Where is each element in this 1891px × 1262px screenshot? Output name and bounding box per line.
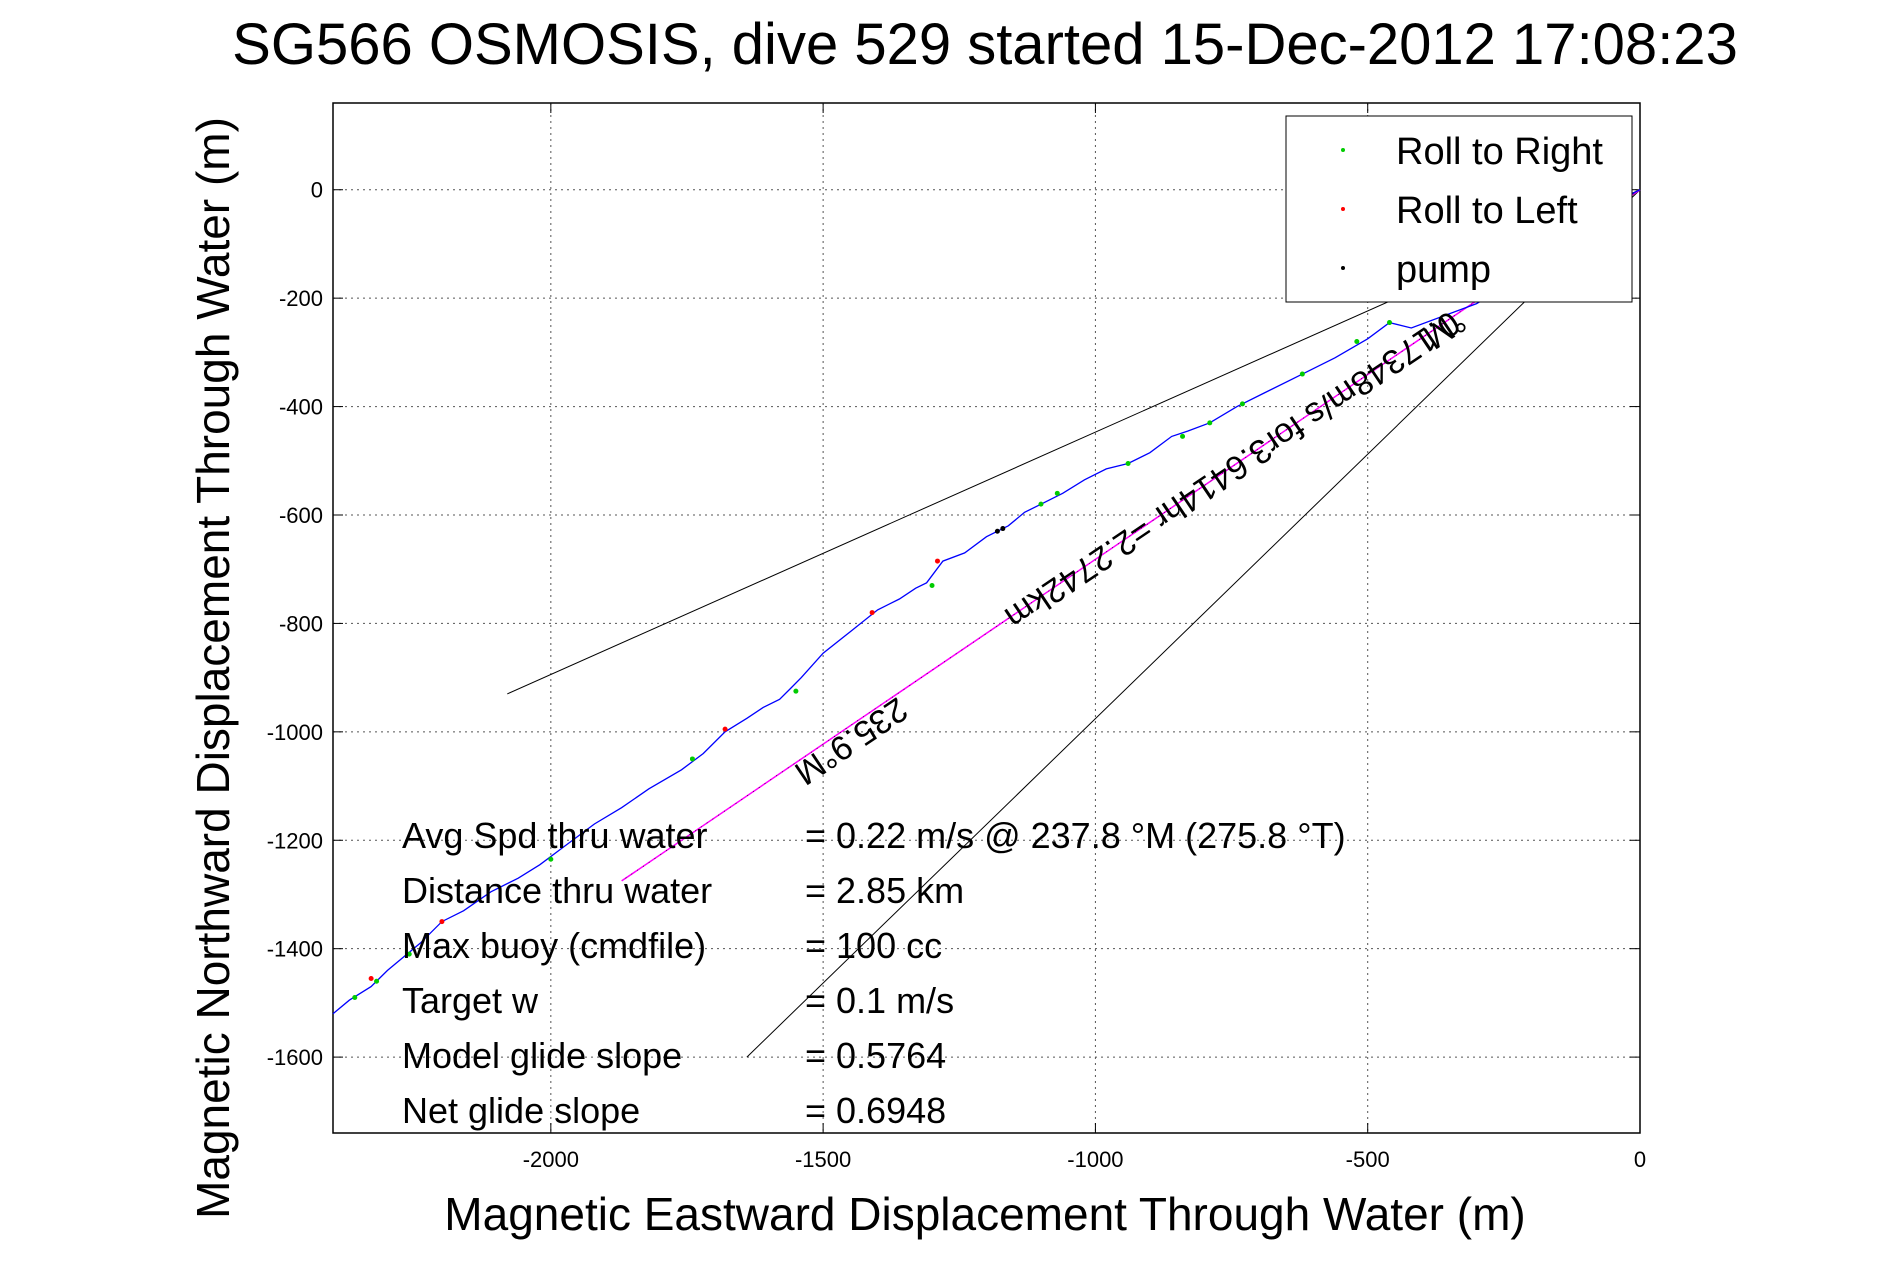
stat-label: Max buoy (cmdfile)	[402, 925, 706, 966]
legend: Roll to Right Roll to Left pump	[1285, 115, 1633, 303]
grid-lines	[333, 103, 1640, 1133]
legend-marker	[1341, 148, 1345, 152]
stats-block: Avg Spd thru water = 0.22 m/s @ 237.8 °M …	[402, 815, 1346, 1131]
roll-right-point	[1054, 490, 1060, 496]
pump-point	[994, 528, 1000, 534]
roll-right-point	[1239, 401, 1245, 407]
stat-label: Model glide slope	[402, 1035, 682, 1076]
chart-title: SG566 OSMOSIS, dive 529 started 15-Dec-2…	[232, 12, 1738, 77]
y-tick-label: 0	[311, 178, 323, 203]
x-axis-ticks: -2000 -1500 -1000 -500 0	[523, 103, 1646, 1172]
plot-lines	[332, 189, 1641, 1058]
x-tick-label: -1500	[795, 1147, 851, 1172]
dive-track-line	[332, 189, 1641, 1015]
stat-value: = 0.5764	[805, 1035, 946, 1076]
plot-markers	[352, 320, 1392, 1000]
stat-value: = 0.6948	[805, 1090, 946, 1131]
roll-right-point	[406, 951, 412, 957]
roll-right-point	[1299, 371, 1305, 377]
x-tick-label: -2000	[523, 1147, 579, 1172]
roll-right-point	[1386, 320, 1392, 326]
x-tick-label: -1000	[1067, 1147, 1123, 1172]
legend-label: Roll to Right	[1396, 131, 1603, 173]
x-tick-label: -500	[1346, 1147, 1390, 1172]
stat-label: Target w	[402, 980, 539, 1021]
roll-right-point	[548, 856, 554, 862]
stat-label: Distance thru water	[402, 870, 712, 911]
x-tick-label: 0	[1634, 1147, 1646, 1172]
y-axis-label: Magnetic Northward Displacement Through …	[187, 117, 239, 1219]
y-axis-ticks: 0 -200 -400 -600 -800 -1000 -1200 -1400 -1600	[267, 178, 1640, 1070]
roll-right-point	[1180, 433, 1186, 439]
roll-right-point	[929, 582, 935, 588]
stat-label: Net glide slope	[402, 1090, 640, 1131]
stat-value: = 100 cc	[805, 925, 942, 966]
roll-right-point	[689, 756, 695, 762]
roll-right-point	[793, 688, 799, 694]
heading-line	[621, 189, 1641, 882]
y-tick-label: -1400	[267, 937, 323, 962]
y-tick-label: -1000	[267, 720, 323, 745]
stat-label: Avg Spd thru water	[402, 815, 708, 856]
stat-value: = 2.85 km	[805, 870, 964, 911]
roll-right-point	[352, 994, 358, 1000]
roll-left-point	[722, 726, 728, 732]
x-axis-label: Magnetic Eastward Displacement Through W…	[444, 1188, 1525, 1240]
y-tick-label: -1200	[267, 828, 323, 853]
y-tick-label: -800	[279, 611, 323, 636]
legend-marker	[1341, 207, 1345, 211]
roll-left-point	[869, 610, 875, 616]
roll-right-point	[1354, 339, 1360, 345]
roll-right-point	[1038, 501, 1044, 507]
y-tick-label: -1600	[267, 1045, 323, 1070]
roll-left-point	[934, 558, 940, 564]
legend-label: pump	[1396, 249, 1491, 291]
roll-right-point	[1207, 420, 1213, 426]
legend-label: Roll to Left	[1396, 190, 1578, 232]
roll-right-point	[374, 978, 380, 984]
y-tick-label: -200	[279, 286, 323, 311]
pump-point	[1000, 526, 1006, 532]
roll-right-point	[1125, 461, 1131, 466]
y-tick-label: -600	[279, 503, 323, 528]
roll-left-point	[439, 919, 445, 925]
stat-value: = 0.1 m/s	[805, 980, 954, 1021]
stat-value: = 0.22 m/s @ 237.8 °M (275.8 °T)	[805, 815, 1346, 856]
roll-left-point	[368, 976, 374, 981]
y-tick-label: -400	[279, 395, 323, 420]
wedge-line-lower	[746, 189, 1641, 1058]
legend-marker	[1341, 266, 1345, 270]
